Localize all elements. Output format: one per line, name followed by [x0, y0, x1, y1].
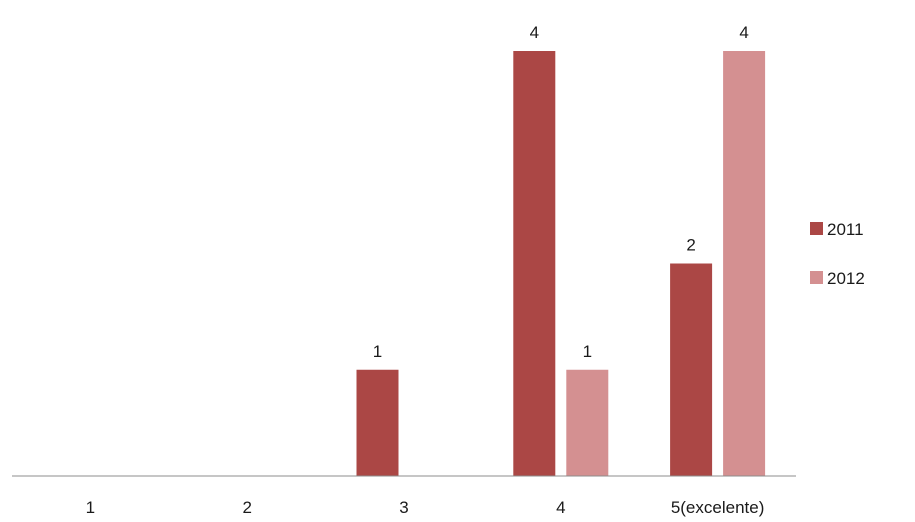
x-tick-label: 1 — [86, 498, 95, 517]
legend-label-2011: 2011 — [827, 220, 864, 239]
x-tick-label: 3 — [399, 498, 408, 517]
data-label-2011-5(excelente): 2 — [686, 236, 695, 255]
legend: 2011 2012 — [810, 220, 865, 288]
x-tick-label: 5(excelente) — [671, 498, 765, 517]
bars-layer — [356, 51, 766, 476]
data-label-2012-4: 1 — [583, 342, 592, 361]
bar-2012-5(excelente) — [723, 51, 766, 476]
x-tick-label: 2 — [242, 498, 251, 517]
legend-swatch-2012 — [810, 271, 823, 284]
data-label-2011-3: 1 — [373, 342, 382, 361]
data-labels-layer: 1 4 1 2 4 — [373, 23, 749, 361]
bar-2011-3 — [356, 369, 399, 476]
legend-swatch-2011 — [810, 222, 823, 235]
bar-2011-4 — [513, 51, 556, 476]
data-label-2011-4: 4 — [530, 23, 539, 42]
data-label-2012-5(excelente): 4 — [739, 23, 748, 42]
bar-2012-4 — [566, 369, 609, 476]
bar-2011-5(excelente) — [670, 263, 713, 476]
x-tick-label: 4 — [556, 498, 565, 517]
legend-label-2012: 2012 — [827, 269, 865, 288]
x-tick-labels: 1 2 3 4 5(excelente) — [86, 498, 765, 517]
